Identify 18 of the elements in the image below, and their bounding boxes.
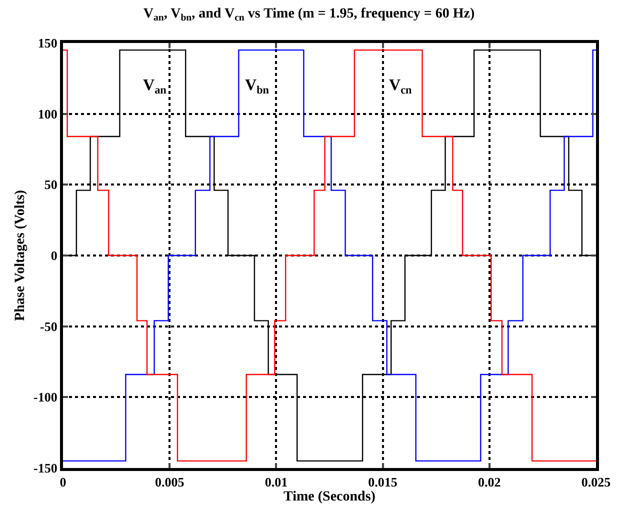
chart-title: V$_{an}$, V$_{bn}$, and V$_{cn}$ vs Time (m = 1.95, frequency = 60 Hz)	[143, 6, 475, 24]
x-tick-label: 0.025	[581, 474, 612, 490]
y-tick-label: 0	[50, 248, 58, 264]
x-axis-title: Time (Seconds)	[284, 490, 376, 505]
y-tick-label: 50	[44, 177, 58, 192]
y-axis-title: Phase Voltages (Volts)	[13, 190, 28, 321]
series-label: V$_{cn}$	[389, 77, 413, 96]
y-tick-label: -100	[34, 390, 58, 405]
series-label: V$_{an}$	[143, 77, 168, 96]
series-label: V$_{bn}$	[245, 77, 270, 96]
x-tick-label: 0.02	[478, 474, 501, 490]
y-tick-label: -50	[40, 318, 58, 334]
y-tick-label: 100	[38, 106, 58, 122]
x-tick-label: 0.015	[368, 474, 398, 490]
x-tick-label: 0.005	[154, 474, 185, 490]
y-tick-label: -150	[34, 460, 58, 476]
y-tick-label: 150	[38, 36, 58, 51]
x-tick-label: 0.01	[264, 474, 288, 490]
